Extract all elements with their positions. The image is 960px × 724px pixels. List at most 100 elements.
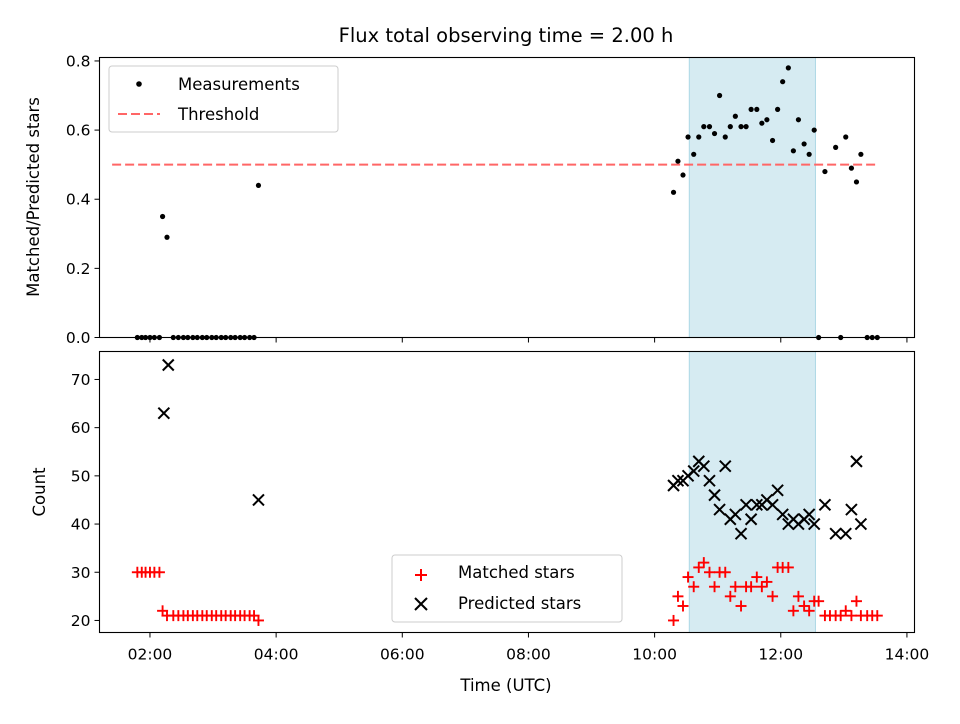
measurements-point: [843, 134, 849, 140]
predicted-stars-point: [818, 498, 832, 511]
top-span-rect: [688, 57, 816, 338]
matched-stars-point: [709, 581, 721, 593]
legend-threshold-label: Threshold: [177, 105, 259, 124]
measurements-point: [675, 158, 681, 164]
x-tick-label: 04:00: [254, 646, 299, 664]
matched-stars-point: [672, 590, 684, 602]
matched-stars-point: [724, 590, 736, 602]
bottom-y-axis-label: Count: [30, 467, 49, 517]
measurements-point: [801, 141, 807, 147]
measurements-point: [748, 106, 754, 112]
matched-stars-point: [735, 600, 747, 612]
matched-stars-point: [845, 610, 857, 622]
measurements-point: [858, 151, 864, 157]
matched-stars-point: [792, 590, 804, 602]
measurements-point: [691, 151, 697, 157]
x-tick-label: 10:00: [632, 646, 677, 664]
measurements-point: [696, 134, 702, 140]
matched-stars-point: [840, 605, 852, 617]
predicted-stars-point: [776, 508, 789, 521]
matched-stars-point: [677, 600, 689, 612]
matched-stars-point: [688, 581, 700, 593]
predicted-stars-point: [829, 527, 842, 540]
measurements-point: [853, 179, 860, 185]
x-tick-label: 06:00: [380, 646, 425, 664]
matched-stars-point: [756, 581, 768, 593]
legend-measurements-label: Measurements: [178, 75, 300, 94]
matched-stars-point: [798, 600, 810, 612]
legend-matched-label: Matched stars: [458, 563, 575, 582]
top-y-tick-label: 0.2: [66, 260, 91, 278]
measurements-point: [680, 172, 686, 178]
bottom-span-rect: [688, 351, 816, 633]
measurements-point: [811, 127, 817, 133]
measurements-point: [159, 213, 166, 220]
measurements-point: [764, 117, 770, 123]
predicted-stars-point: [252, 493, 265, 507]
top-panel: 0.00.20.40.60.8 Matched/Predicted stars …: [24, 52, 916, 347]
bottom-star-counts: [131, 358, 883, 626]
matched-stars-point: [813, 595, 825, 607]
predicted-stars-point: [697, 460, 711, 473]
measurements-point: [738, 124, 744, 130]
bottom-axes-frame: [98, 350, 916, 634]
matched-stars-point: [745, 581, 757, 593]
x-tick-label: 12:00: [758, 646, 803, 664]
matched-stars-point: [153, 566, 165, 578]
legend-matched-marker: [415, 569, 427, 581]
measurements-point: [759, 120, 765, 126]
top-axes-frame: [98, 56, 916, 339]
measurements-point: [769, 137, 776, 144]
matched-stars-point: [835, 610, 847, 622]
measurements-point: [790, 148, 796, 154]
top-y-tick-label: 0.6: [66, 122, 91, 140]
predicted-stars-point: [713, 503, 726, 516]
matched-stars-point: [751, 571, 763, 583]
matched-stars-point: [803, 605, 815, 617]
measurements-point: [775, 106, 781, 112]
matched-stars-point: [761, 576, 773, 588]
predicted-stars-point: [739, 498, 753, 511]
predicted-stars-point: [839, 527, 852, 540]
measurements-point: [711, 130, 718, 137]
top-y-axis-label: Matched/Predicted stars: [24, 97, 43, 297]
predicted-stars-point: [771, 484, 784, 497]
predicted-stars-point: [845, 503, 858, 516]
matched-stars-point: [767, 590, 779, 602]
top-legend: Measurements Threshold: [108, 65, 339, 133]
predicted-stars-point: [750, 498, 764, 511]
measurements-point: [743, 124, 749, 130]
bottom-legend-box: [391, 554, 623, 623]
matched-stars-point: [871, 610, 883, 622]
bottom-y-ticks: 20 30 40 50 60 70: [71, 371, 100, 630]
predicted-stars-point: [729, 508, 742, 521]
measurements-point: [255, 182, 262, 189]
legend-predicted-label: Predicted stars: [458, 594, 581, 613]
matched-stars-point: [729, 581, 741, 593]
matched-stars-point: [252, 614, 264, 626]
measurements-point: [701, 124, 707, 130]
bottom-y-tick-label: 20: [71, 612, 91, 630]
predicted-stars-point: [703, 474, 716, 487]
predicted-stars-point: [157, 406, 171, 420]
legend-measurements-marker: [136, 81, 142, 87]
predicted-stars-point: [708, 488, 721, 502]
predicted-stars-point: [671, 474, 685, 487]
bottom-y-tick-label: 30: [71, 564, 91, 582]
predicted-stars-point: [766, 498, 779, 511]
measurements-point: [806, 151, 812, 157]
measurements-point: [822, 168, 828, 175]
measurements-point: [848, 165, 855, 171]
x-tick-label: 08:00: [506, 646, 551, 664]
predicted-stars-point: [162, 358, 175, 372]
measurements-point: [716, 92, 723, 99]
bottom-y-tick-label: 50: [71, 467, 91, 485]
measurements-point: [785, 65, 791, 71]
bottom-y-tick-label: 70: [71, 371, 91, 389]
matched-stars-point: [719, 566, 731, 578]
x-tick-label: 02:00: [128, 646, 173, 664]
matched-stars-point: [850, 595, 862, 607]
x-axis-label: Time (UTC): [459, 676, 551, 695]
top-x-ticks: [149, 337, 908, 343]
